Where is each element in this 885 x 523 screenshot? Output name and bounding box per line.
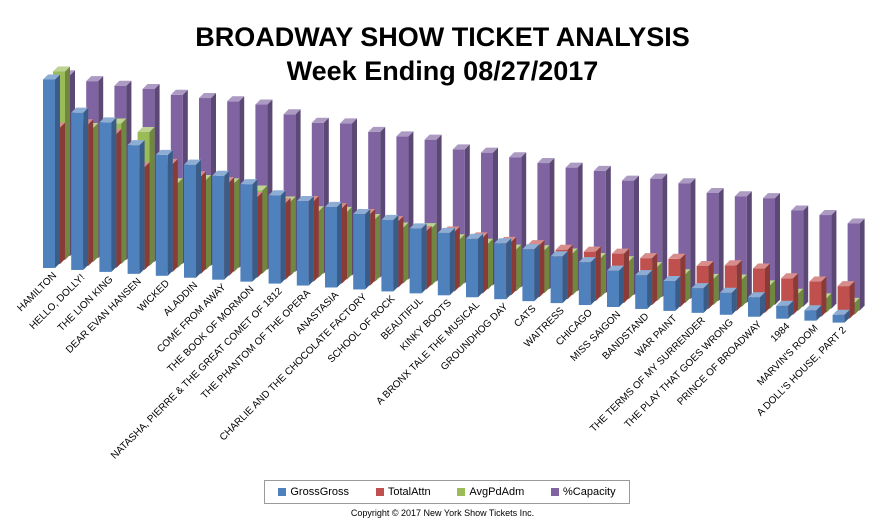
category-label: THE LION KING xyxy=(56,274,116,334)
bar-0-1 xyxy=(71,107,89,270)
legend-item: AvgPdAdm xyxy=(457,486,524,498)
category-label: 1984 xyxy=(769,321,793,345)
chart-legend: GrossGross TotalAttn AvgPdAdm %Capacity xyxy=(264,480,630,504)
legend-item: TotalAttn xyxy=(375,486,431,498)
bar-0-17 xyxy=(522,244,540,302)
legend-swatch xyxy=(278,488,287,496)
bar-0-9 xyxy=(296,196,314,286)
bar-0-10 xyxy=(325,201,342,288)
bar-0-23 xyxy=(691,283,709,313)
bar-0-24 xyxy=(719,287,737,315)
category-label: THE PHANTOM OF THE OPERA xyxy=(199,288,313,402)
bar-0-14 xyxy=(437,227,455,296)
legend-item: GrossGross xyxy=(278,486,349,498)
bar-0-12 xyxy=(381,214,399,292)
legend-label: GrossGross xyxy=(290,486,350,498)
category-label: HELLO, DOLLY! xyxy=(28,272,88,332)
bar-0-4 xyxy=(155,149,173,276)
bar-0-15 xyxy=(466,233,483,298)
bar-0-22 xyxy=(663,276,681,311)
legend-item: %Capacity xyxy=(551,486,616,498)
bar-0-3 xyxy=(127,140,145,274)
legend-swatch xyxy=(457,488,466,496)
copyright-text: Copyright © 2017 New York Show Tickets I… xyxy=(350,508,535,518)
bar-0-18 xyxy=(550,251,568,304)
bar-0-11 xyxy=(353,209,371,290)
legend-label: TotalAttn xyxy=(387,486,431,498)
bar-0-8 xyxy=(268,190,286,284)
bar-0-25 xyxy=(748,292,765,317)
bar-0-19 xyxy=(578,257,596,306)
bar-0-28 xyxy=(832,309,850,323)
chart-title-line: BROADWAY SHOW TICKET ANALYSIS xyxy=(195,22,690,52)
bar-0-2 xyxy=(99,117,117,272)
legend-swatch xyxy=(375,488,384,496)
bar-0-13 xyxy=(409,223,427,294)
bar-0-5 xyxy=(184,159,201,278)
bar-0-0 xyxy=(43,74,60,268)
chart-title: BROADWAY SHOW TICKET ANALYSIS Week Endin… xyxy=(0,20,885,88)
bar-0-20 xyxy=(607,265,624,307)
chart-subtitle-line: Week Ending 08/27/2017 xyxy=(286,56,599,86)
plot-area xyxy=(43,66,865,323)
bar-0-16 xyxy=(494,238,512,300)
legend-label: %Capacity xyxy=(563,486,616,498)
bar-0-27 xyxy=(804,305,822,321)
bar-0-6 xyxy=(212,170,230,280)
category-label: CATS xyxy=(512,303,538,329)
bar-0-26 xyxy=(776,300,794,319)
legend-swatch xyxy=(551,488,559,496)
bar-0-21 xyxy=(635,270,653,309)
category-label: THE PLAY THAT GOES WRONG xyxy=(623,317,736,430)
legend-label: AvgPdAdm xyxy=(469,486,525,498)
bar-0-7 xyxy=(240,179,258,282)
